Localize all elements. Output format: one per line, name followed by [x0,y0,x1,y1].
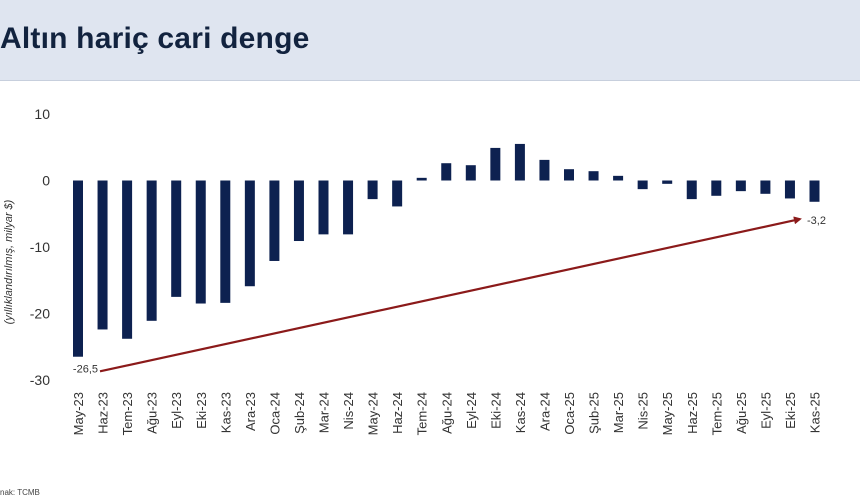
bar-Kas-23 [220,180,231,303]
bar-Ağu-24 [441,163,452,181]
x-tick-label: Ağu-23 [145,392,160,434]
bar-Ağu-23 [146,180,157,321]
x-tick-label: Haz-25 [685,392,700,434]
x-tick-label: Kas-25 [808,392,823,433]
x-tick-label: Haz-23 [96,392,111,434]
x-tick-label: Ara-23 [243,392,258,431]
bar-Ağu-25 [735,180,746,192]
x-tick-label: May-23 [71,392,86,435]
x-tick-label: Tem-23 [120,392,135,435]
x-axis-ticks: May-23 Haz-23 Tem-23 Ağu-23 Eyl-23 Eki-23 Kas-… [71,392,823,435]
bar-Eki-24 [490,147,501,181]
data-label: -26,5 [73,364,98,376]
data-labels: -26,5 -3,2 [73,215,826,376]
x-tick-label: Eki-25 [783,392,798,429]
x-tick-label: Eyl-24 [464,392,479,429]
y-tick-label: 0 [42,173,50,189]
bar-Haz-25 [686,180,697,200]
bar-Ara-24 [539,159,550,181]
x-tick-label: Mar-24 [317,392,332,433]
x-tick-label: Eyl-23 [169,392,184,429]
bar-Mar-24 [318,180,329,235]
y-tick-label: -20 [30,306,50,322]
chart-title: Altın hariç cari denge [0,22,310,55]
bar-Tem-23 [122,180,133,339]
x-tick-label: Eyl-25 [758,392,773,429]
bar-Oca-25 [564,169,574,181]
x-tick-label: May-24 [366,392,381,435]
source-note: nak: TCMB [0,488,40,497]
x-tick-label: Nis-24 [341,392,356,430]
bar-Ara-23 [244,180,255,287]
bar-Eyl-23 [171,180,182,297]
x-tick-label: Haz-24 [390,392,405,434]
x-tick-label: Tem-24 [415,392,430,435]
x-tick-label: Eki-23 [194,392,209,429]
bar-Eki-23 [195,180,206,304]
bar-Eyl-24 [465,165,476,181]
y-tick-label: -30 [30,372,50,388]
y-tick-label: -10 [30,239,50,255]
bar-Şub-25 [588,171,599,181]
x-tick-label: May-25 [660,392,675,435]
x-tick-label: Şub-25 [587,392,602,434]
y-axis-ticks: 10 0 -10 -20 -30 [30,106,50,388]
bar-Oca-24 [269,180,280,261]
trend-arrow [99,216,802,373]
x-tick-label: Ağu-25 [734,392,749,434]
x-tick-label: Şub-24 [292,392,307,434]
bar-Tem-25 [711,180,722,196]
bar-Eki-25 [784,180,795,199]
x-tick-label: Oca-25 [562,392,577,435]
bar-Tem-24 [416,177,427,181]
bars [73,143,820,357]
x-tick-label: Ağu-24 [439,392,454,434]
y-tick-label: 10 [34,106,50,122]
y-axis-label: (yıllıklandırılmış, milyar $) [3,199,15,324]
title-band: Altın hariç cari denge [0,0,860,81]
bar-May-24 [367,180,378,200]
x-tick-label: Mar-25 [611,392,626,433]
bar-Nis-25 [637,180,648,190]
bar-Kas-24 [514,143,525,181]
bar-May-25 [662,180,673,184]
x-tick-label: Kas-23 [218,392,233,433]
bar-Kas-25 [809,180,820,202]
bar-Haz-23 [97,180,108,330]
x-tick-label: Ara-24 [537,392,552,431]
data-label: -3,2 [807,215,826,227]
bar-Haz-24 [392,180,403,207]
bar-Şub-24 [293,180,304,242]
x-tick-label: Kas-24 [513,392,528,433]
bar-Nis-24 [343,180,354,235]
x-tick-label: Nis-25 [636,392,651,430]
bar-Mar-25 [613,175,624,181]
bar-Eyl-25 [760,180,771,194]
bar-May-23 [73,180,83,357]
x-tick-label: Eki-24 [488,392,503,429]
x-tick-label: Oca-24 [267,392,282,435]
x-tick-label: Tem-25 [709,392,724,435]
